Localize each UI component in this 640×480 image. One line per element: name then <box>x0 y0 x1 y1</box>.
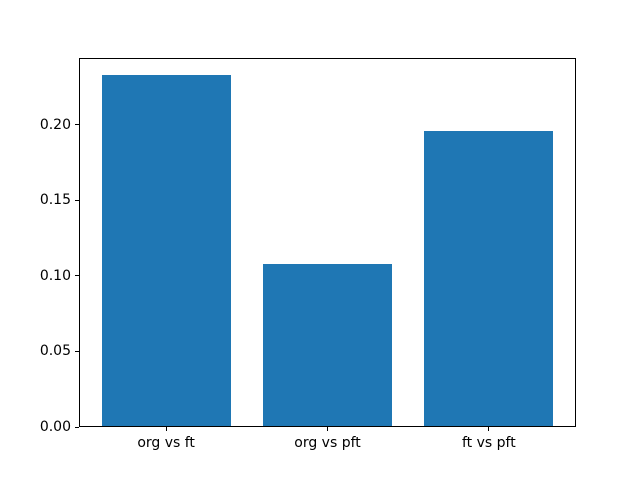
y-tick-mark <box>75 124 79 126</box>
y-tick-label: 0.15 <box>39 192 71 209</box>
bar-org-vs-pft <box>262 263 393 426</box>
y-tick-label: 0.05 <box>39 343 71 360</box>
y-tick-mark <box>75 199 79 201</box>
y-tick-mark <box>75 350 79 352</box>
x-tick-mark <box>488 427 490 431</box>
x-tick-label: org vs ft <box>137 435 195 451</box>
y-tick-mark <box>75 426 79 428</box>
x-tick-label: ft vs pft <box>462 435 516 451</box>
y-tick-label: 0.10 <box>39 267 71 284</box>
x-tick-mark <box>165 427 167 431</box>
y-tick-label: 0.20 <box>39 116 71 133</box>
y-tick-label: 0.00 <box>39 419 71 435</box>
bar-org-vs-ft <box>101 74 231 426</box>
bar-ft-vs-pft <box>424 130 554 426</box>
x-tick-label: org vs pft <box>294 435 361 451</box>
y-tick-mark <box>75 275 79 277</box>
x-tick-mark <box>327 427 328 431</box>
